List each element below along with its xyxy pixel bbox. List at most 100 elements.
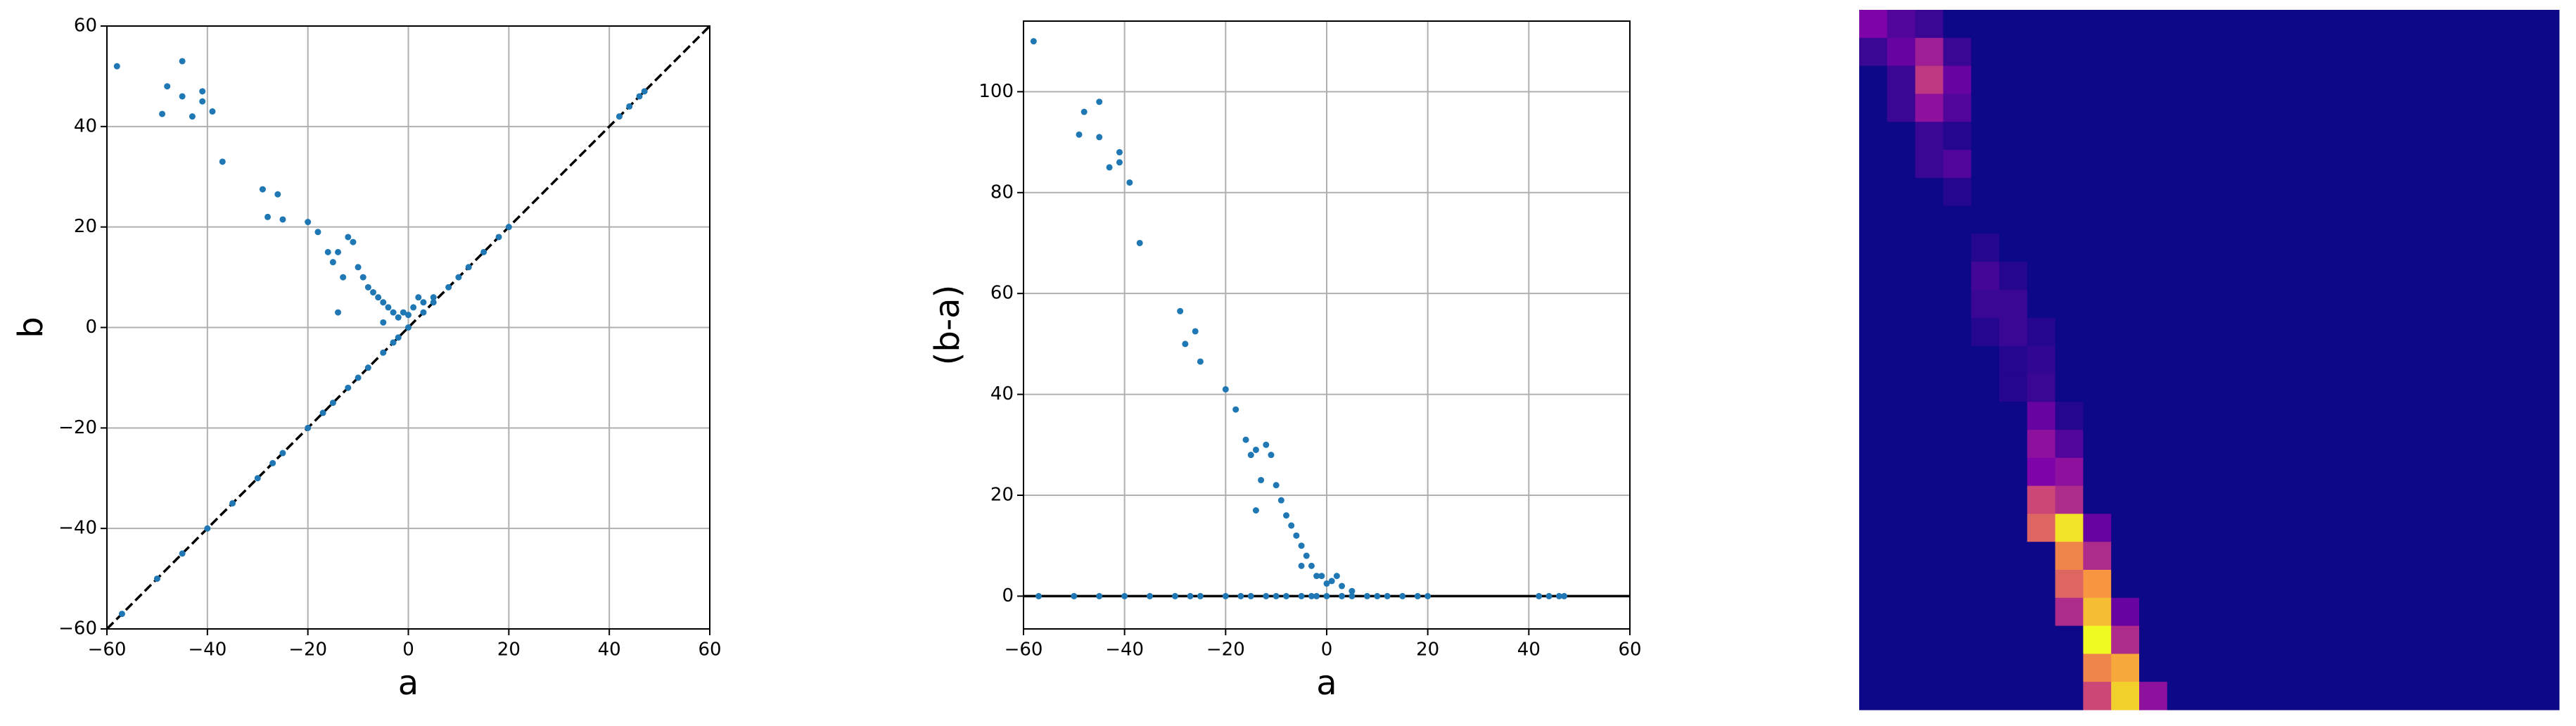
heatmap-cell	[1971, 430, 2000, 459]
heatmap-cell	[2027, 682, 2056, 711]
heatmap-cell	[2195, 654, 2224, 682]
heatmap-cell	[2055, 374, 2084, 402]
heatmap-cell	[2419, 485, 2448, 514]
heatmap-cell	[2251, 234, 2280, 262]
heatmap-cell	[2447, 10, 2476, 39]
heatmap-cell	[1999, 65, 2028, 94]
heatmap-cell	[2307, 430, 2336, 459]
heatmap-cell	[2475, 682, 2504, 711]
heatmap-cell	[1859, 65, 1888, 94]
heatmap-cell	[2223, 457, 2252, 487]
heatmap-cell	[2055, 94, 2084, 122]
heatmap-cell	[2391, 10, 2420, 39]
heatmap-cell	[2335, 205, 2364, 234]
heatmap-cell	[2027, 514, 2056, 542]
x-tick-label: 0	[1321, 639, 1333, 661]
point	[179, 550, 186, 557]
heatmap-cell	[2335, 234, 2364, 262]
heatmap-cell	[2251, 597, 2280, 627]
heatmap-cell	[2251, 150, 2280, 179]
x-tick-label: 40	[598, 639, 621, 661]
heatmap-cell	[1859, 625, 1888, 654]
heatmap-cell	[2167, 485, 2196, 514]
heatmap-cell	[1887, 625, 1916, 654]
heatmap-cell	[2363, 205, 2392, 234]
heatmap-cell	[2447, 65, 2476, 94]
heatmap-cell	[2307, 514, 2336, 542]
point	[1076, 131, 1083, 138]
heatmap-cell	[2447, 94, 2476, 122]
heatmap-cell	[2167, 542, 2196, 571]
heatmap-cell	[2027, 262, 2056, 291]
heatmap-cell	[2307, 597, 2336, 627]
heatmap-cell	[2223, 94, 2252, 122]
heatmap-cell	[2475, 65, 2504, 94]
heatmap-cell	[2475, 290, 2504, 319]
heatmap-cell	[2223, 682, 2252, 711]
point	[329, 400, 336, 407]
heatmap-cell	[2419, 37, 2448, 67]
heatmap-cell	[2139, 234, 2168, 262]
heatmap-cell	[2167, 205, 2196, 234]
point	[1263, 441, 1270, 448]
heatmap-cell	[2027, 597, 2056, 627]
heatmap-cell	[2363, 485, 2392, 514]
heatmap-cell	[2475, 122, 2504, 151]
point	[1252, 507, 1259, 514]
heatmap-cell	[2307, 122, 2336, 151]
heatmap-cell	[1943, 37, 1972, 67]
heatmap-cell	[2139, 317, 2168, 347]
heatmap-cell	[2335, 542, 2364, 571]
heatmap-cell	[2195, 514, 2224, 542]
heatmap-cell	[2363, 262, 2392, 291]
heatmap-cell	[2111, 374, 2140, 402]
heatmap-cell	[2503, 234, 2532, 262]
heatmap-cell	[2419, 402, 2448, 431]
heatmap-cell	[2195, 430, 2224, 459]
heatmap-cell	[2167, 374, 2196, 402]
heatmap-cell	[2195, 262, 2224, 291]
heatmap-cell	[2167, 345, 2196, 374]
heatmap-cell	[2027, 654, 2056, 682]
heatmap-cell	[2363, 374, 2392, 402]
heatmap-cell	[2391, 290, 2420, 319]
heatmap-cell	[2475, 430, 2504, 459]
heatmap-cell	[1887, 150, 1916, 179]
heatmap-cell	[2391, 317, 2420, 347]
y-axis-label: (b-a)	[928, 285, 967, 366]
heatmap-cell	[1859, 485, 1888, 514]
heatmap-cell	[2447, 234, 2476, 262]
heatmap-cell	[1859, 290, 1888, 319]
heatmap-cell	[2251, 10, 2280, 39]
point	[1273, 482, 1280, 489]
heatmap-cell	[2475, 205, 2504, 234]
heatmap-cell	[2531, 345, 2560, 374]
point	[1293, 532, 1300, 539]
heatmap-cell	[2251, 37, 2280, 67]
point	[1303, 552, 1310, 559]
heatmap-cell	[2223, 262, 2252, 291]
point	[1555, 592, 1562, 599]
heatmap-cell	[2027, 542, 2056, 571]
heatmap-cell	[1943, 150, 1972, 179]
heatmap-cell	[2251, 402, 2280, 431]
point	[636, 93, 643, 100]
point	[1424, 592, 1432, 599]
point	[355, 264, 362, 271]
heatmap-cell	[2195, 570, 2224, 599]
heatmap-cell	[1915, 345, 1944, 374]
heatmap-cell	[2027, 65, 2056, 94]
heatmap-cell	[2195, 485, 2224, 514]
heatmap-cell	[2111, 234, 2140, 262]
heatmap-cell	[2223, 654, 2252, 682]
x-axis-label: a	[1316, 663, 1337, 703]
heatmap-cell	[2111, 94, 2140, 122]
point	[1348, 587, 1356, 594]
heatmap-cell	[2279, 234, 2308, 262]
point	[179, 58, 186, 65]
x-axis-label: a	[398, 663, 419, 703]
point	[345, 384, 352, 391]
y-axis-label: b	[11, 317, 51, 338]
heatmap-cell	[2251, 65, 2280, 94]
heatmap-cell	[2083, 514, 2112, 542]
